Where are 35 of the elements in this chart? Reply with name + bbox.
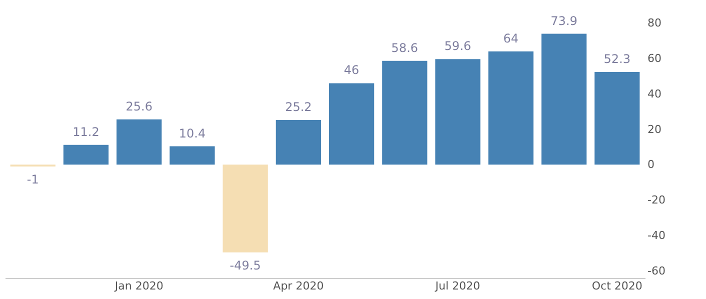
data-label: -1 [26,172,39,186]
bar [63,144,109,165]
y-tick-label: 40 [648,87,662,100]
bar [276,120,322,165]
y-tick-label: 80 [648,16,662,30]
x-tick-label: Oct 2020 [592,280,642,292]
y-tick-label: 20 [648,122,662,136]
y-tick-label: -60 [648,264,666,278]
bar [116,119,162,165]
data-label: 11.2 [72,124,100,139]
bar [382,60,428,165]
data-label: 25.2 [285,100,312,114]
x-tick-label: Jul 2020 [434,280,480,292]
bar [222,164,268,252]
data-label: -49.5 [230,258,261,272]
data-label: 25.6 [126,99,152,114]
x-tick-label: Apr 2020 [273,280,324,292]
y-tick-label: 60 [648,52,662,65]
data-label: 73.9 [550,14,578,28]
bar [328,83,374,165]
bar [594,72,640,165]
data-label: 52.3 [604,52,630,66]
y-tick-label: 0 [648,158,654,172]
data-label: 46 [344,63,360,78]
data-label: 64 [503,31,519,46]
data-label: 10.4 [178,126,206,140]
bar [488,51,534,165]
data-label: 59.6 [444,39,472,54]
bar [541,34,587,165]
x-tick-label: Jan 2020 [114,280,164,292]
data-label: 58.6 [391,40,418,55]
bar [435,59,480,165]
y-tick-label: -20 [648,194,666,207]
y-tick-label: -40 [648,229,666,242]
bar [170,146,215,165]
